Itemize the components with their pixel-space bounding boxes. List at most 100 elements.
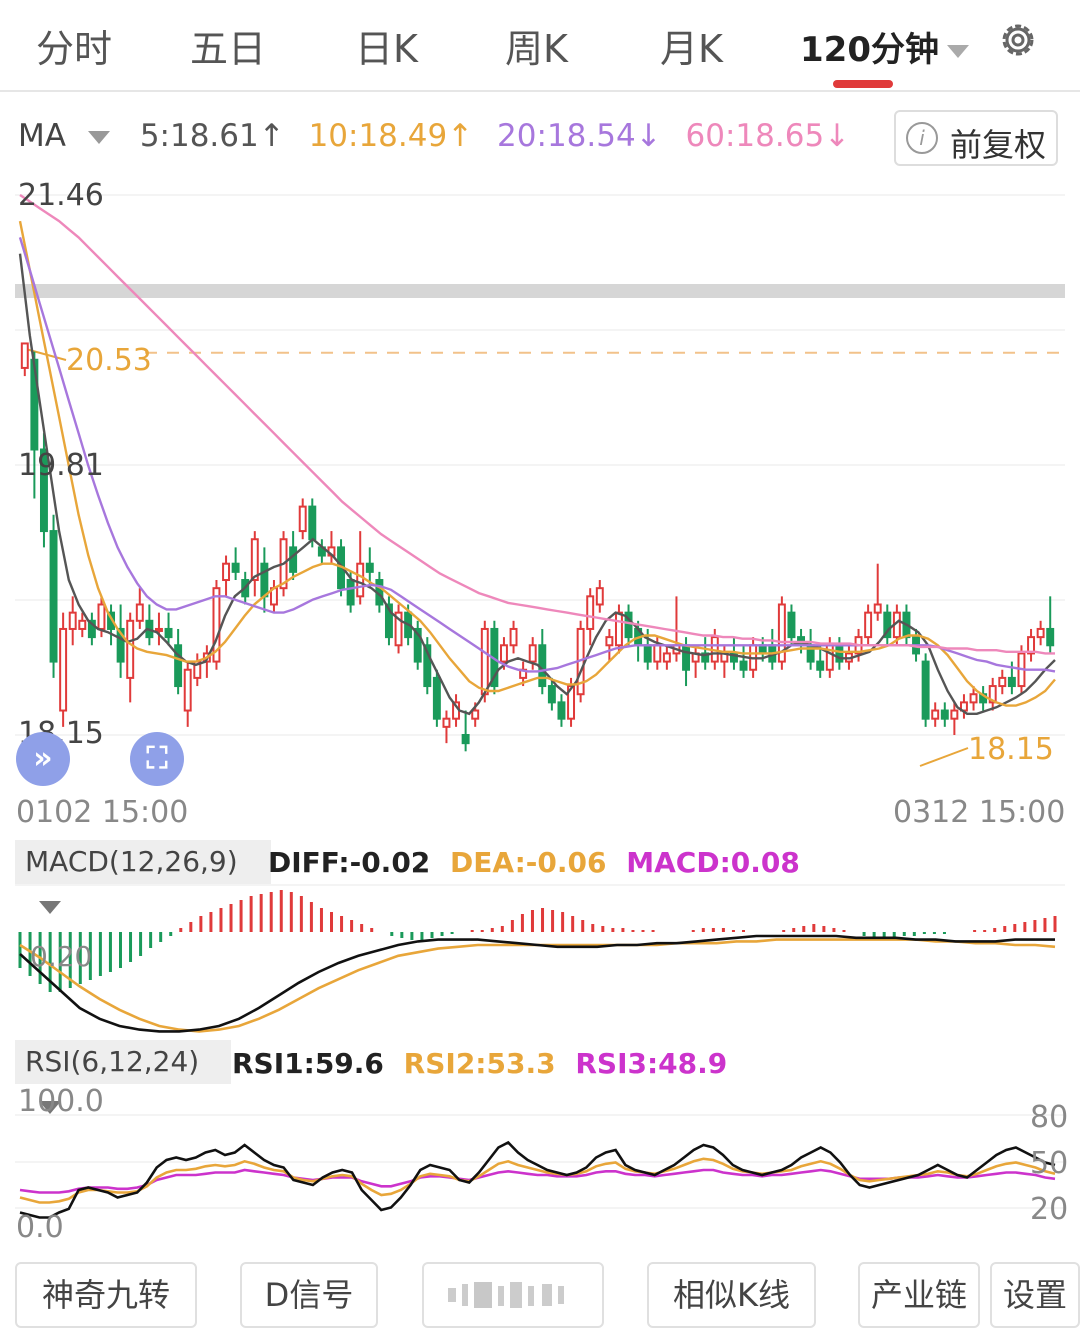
chevron-down-icon xyxy=(87,131,110,144)
macd-axis-label: 0.20 xyxy=(30,940,93,973)
ma-selector[interactable]: MA xyxy=(18,118,116,154)
candle-body xyxy=(969,693,978,704)
chevron-down-icon xyxy=(946,45,969,58)
candle-body xyxy=(135,603,144,622)
candle-body xyxy=(346,579,355,606)
macd-selector[interactable]: MACD(12,26,9) xyxy=(15,840,271,914)
gear-icon[interactable] xyxy=(996,18,1040,62)
ma5-value: 5:18.61↑ xyxy=(139,118,285,154)
candle-body xyxy=(174,644,183,688)
candle-body xyxy=(384,603,393,639)
candle-body xyxy=(787,611,796,639)
candle-body xyxy=(308,505,317,541)
candle-body xyxy=(1007,676,1016,688)
chevron-down-icon xyxy=(39,900,61,914)
candle-body xyxy=(365,562,374,573)
rsi3-line xyxy=(19,1168,1056,1194)
candle-body xyxy=(662,652,671,663)
candle-body xyxy=(432,676,441,720)
price-axis-mid: 19.81 xyxy=(18,448,104,483)
candle-body xyxy=(442,717,451,728)
period-tab-bar: 分时 五日 日K 周K 月K 120分钟 xyxy=(0,0,1080,92)
tab-120min-label: 120分钟 xyxy=(800,30,939,70)
candle-body xyxy=(509,627,518,647)
industry-chain-button[interactable]: 产业链 xyxy=(858,1262,980,1328)
candle-body xyxy=(1027,636,1036,655)
candle-body xyxy=(586,595,595,630)
candle-body xyxy=(250,538,259,582)
candle-body xyxy=(777,603,786,663)
candle-body xyxy=(461,734,470,745)
candle-body xyxy=(164,627,173,639)
adjust-mode-button[interactable]: i 前复权 xyxy=(894,110,1058,166)
blurred-button[interactable] xyxy=(422,1262,604,1328)
candle-body xyxy=(921,660,930,720)
rsi-selector[interactable]: RSI(6,12,24) xyxy=(15,1040,231,1114)
tab-daily-k[interactable]: 日K xyxy=(355,27,418,71)
ma60-line xyxy=(19,193,1055,655)
candle-body xyxy=(643,644,652,663)
candle-body xyxy=(998,676,1007,688)
candle-body xyxy=(653,644,662,663)
candle-body xyxy=(183,668,192,712)
candle-body xyxy=(528,644,537,663)
tab-intraday[interactable]: 分时 xyxy=(36,27,113,71)
expand-icon[interactable]: » xyxy=(16,732,70,786)
candle-body xyxy=(883,611,892,639)
magic-nine-button[interactable]: 神奇九转 xyxy=(15,1262,197,1328)
tab-120min[interactable]: 120分钟 xyxy=(800,22,969,71)
candle-body xyxy=(595,587,604,606)
macd-diff-line xyxy=(19,934,1055,1033)
active-tab-indicator xyxy=(833,80,893,88)
candle-body xyxy=(931,709,940,720)
price-band xyxy=(15,284,1065,298)
candle-body xyxy=(260,562,269,598)
rsi-selector-label: RSI(6,12,24) xyxy=(25,1045,200,1078)
candle-body xyxy=(20,342,29,369)
candle-body xyxy=(988,685,997,704)
info-icon: i xyxy=(906,122,938,154)
low-price-marker: 18.15 xyxy=(968,732,1054,767)
ma20-value: 20:18.54↓ xyxy=(497,118,662,154)
rsi-level-20: 20 xyxy=(1030,1192,1069,1227)
candle-body xyxy=(873,603,882,614)
settings-button[interactable]: 设置 xyxy=(990,1262,1080,1328)
rsi-axis-top: 100.0 xyxy=(18,1084,104,1119)
candle-body xyxy=(729,652,738,663)
rsi-values: RSI1:59.6 RSI2:53.3 RSI3:48.9 xyxy=(232,1047,737,1080)
candle-body xyxy=(87,619,96,639)
ma60-value: 60:18.65↓ xyxy=(685,118,851,154)
candle-body xyxy=(49,530,58,663)
candle-body xyxy=(547,685,556,704)
tab-five-day[interactable]: 五日 xyxy=(190,27,267,71)
candle-body xyxy=(423,644,432,688)
candle-body xyxy=(212,587,221,663)
d-signal-button[interactable]: D信号 xyxy=(240,1262,378,1328)
time-axis-start: 0102 15:00 xyxy=(16,795,189,830)
candle-body xyxy=(624,611,633,639)
high-price-marker: 20.53 xyxy=(66,343,152,378)
rsi-axis-bottom: 0.0 xyxy=(16,1210,64,1245)
candle-body xyxy=(126,619,135,679)
candle-body xyxy=(222,562,231,582)
rsi-level-50: 50 xyxy=(1030,1146,1069,1181)
candle-body xyxy=(78,619,87,630)
tab-weekly-k[interactable]: 周K xyxy=(505,27,568,71)
candle-body xyxy=(116,627,125,663)
candle-body xyxy=(739,660,748,671)
macd-values: DIFF:-0.02 DEA:-0.06 MACD:0.08 xyxy=(268,846,810,879)
rsi1-line xyxy=(19,1140,1056,1219)
candle-body xyxy=(864,611,873,639)
candle-body xyxy=(68,611,77,630)
low-price-pointer xyxy=(919,747,969,767)
ma20-line xyxy=(18,237,1056,673)
candle-body xyxy=(59,627,68,712)
candle-body xyxy=(97,603,106,630)
ma5-line xyxy=(18,253,1056,716)
tab-monthly-k[interactable]: 月K xyxy=(660,27,723,71)
fullscreen-icon[interactable]: ⛶ xyxy=(130,732,184,786)
candle-body xyxy=(701,652,710,663)
similar-kline-button[interactable]: 相似K线 xyxy=(647,1262,816,1328)
candle-body xyxy=(816,660,825,671)
